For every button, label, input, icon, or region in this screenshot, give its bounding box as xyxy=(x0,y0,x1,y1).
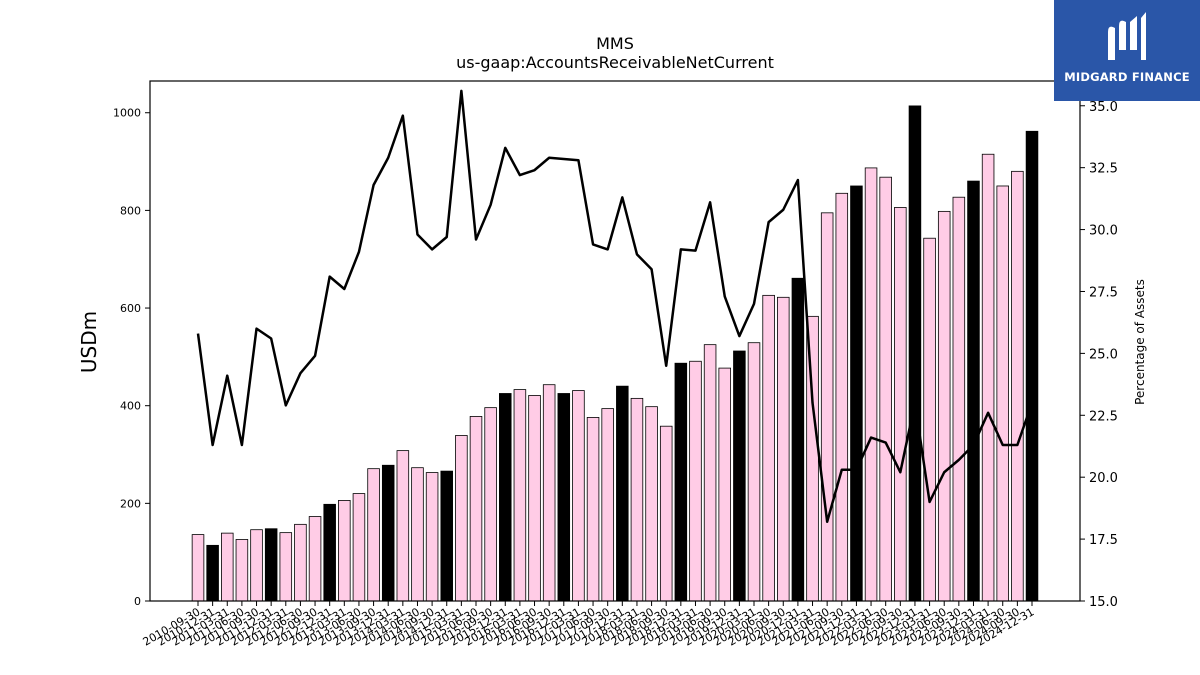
bar-2018-06-30 xyxy=(645,406,658,602)
bar-2015-06-30 xyxy=(469,416,483,602)
y2-tick-label: 20.0 xyxy=(1089,471,1118,486)
bar-2019-03-31 xyxy=(689,360,702,602)
bar-2012-09-30 xyxy=(308,516,322,602)
bar-2024-03-31 xyxy=(981,153,995,602)
y2-tick-label: 15.0 xyxy=(1089,595,1118,610)
bar-2018-09-30 xyxy=(659,425,673,602)
y2-tick-label: 22.5 xyxy=(1089,409,1118,424)
bar-2012-12-31 xyxy=(323,503,336,602)
y2-axis-label: Percentage of Assets xyxy=(1133,279,1147,405)
bar-series xyxy=(191,105,1039,602)
bar-2015-03-31 xyxy=(455,435,468,602)
bar-2017-09-30 xyxy=(601,408,614,602)
bar-2014-09-30 xyxy=(425,472,439,602)
bar-2017-03-31 xyxy=(572,390,585,602)
chart-subtitle: us-gaap:AccountsReceivableNetCurrent xyxy=(456,53,774,72)
bar-2018-03-31 xyxy=(630,397,644,602)
bar-2010-12-31 xyxy=(206,544,219,602)
bar-2022-03-31 xyxy=(864,167,878,602)
bar-2021-12-31 xyxy=(850,185,863,602)
bar-2023-06-30 xyxy=(937,210,951,602)
axes: 0 200 400 600 800 1000 15.0 17.5 20.0 22.5 25.0 27.… xyxy=(113,80,1118,649)
bar-2022-12-31 xyxy=(908,105,922,602)
y-tick-label: 800 xyxy=(120,204,141,217)
bar-2013-03-31 xyxy=(338,500,351,602)
bar-2016-09-30 xyxy=(542,384,556,602)
plot-frame xyxy=(149,80,1081,602)
y-tick-label: 600 xyxy=(120,302,141,315)
y-tick-label: 200 xyxy=(120,497,141,510)
y-axis-label: USDm xyxy=(77,311,101,373)
bar-2021-09-30 xyxy=(835,192,849,602)
y-tick-label: 400 xyxy=(120,400,141,413)
bar-2018-12-31 xyxy=(674,362,688,602)
y-tick-label: 0 xyxy=(134,595,141,608)
bar-2016-12-31 xyxy=(557,393,571,602)
bar-2014-12-31 xyxy=(440,470,453,602)
percentage-line xyxy=(196,89,1034,524)
bar-2014-03-31 xyxy=(396,450,410,602)
bar-2022-09-30 xyxy=(894,207,907,602)
bar-2020-09-30 xyxy=(777,296,790,602)
y-tick-label: 1000 xyxy=(113,107,141,120)
midgard-finance-logo: MIDGARD FINANCE xyxy=(1054,0,1200,101)
bar-2016-03-31 xyxy=(513,389,527,602)
y2-tick-label: 27.5 xyxy=(1089,285,1118,300)
bar-2020-03-31 xyxy=(747,342,761,602)
bar-2021-06-30 xyxy=(820,212,834,602)
bar-2023-09-30 xyxy=(952,196,966,602)
bar-2020-12-31 xyxy=(791,277,805,602)
bar-2022-06-30 xyxy=(879,176,892,602)
bar-2019-09-30 xyxy=(718,367,731,602)
y2-tick-label: 32.5 xyxy=(1089,162,1118,177)
logo-mark-icon xyxy=(1108,12,1146,61)
bar-2013-12-31 xyxy=(381,464,395,602)
bar-2020-06-30 xyxy=(762,294,775,602)
bar-2011-09-30 xyxy=(250,529,263,602)
line-series xyxy=(196,89,1034,524)
bar-2024-06-30 xyxy=(996,185,1009,602)
bar-2012-06-30 xyxy=(294,523,307,602)
bar-2017-12-31 xyxy=(616,385,629,602)
bar-2015-09-30 xyxy=(484,407,497,602)
bar-2011-12-31 xyxy=(264,528,278,602)
logo-text: MIDGARD FINANCE xyxy=(1064,70,1190,84)
y2-tick-label: 35.0 xyxy=(1089,100,1118,115)
bar-2011-03-31 xyxy=(221,532,234,602)
bar-2012-03-31 xyxy=(279,532,293,602)
y2-tick-label: 17.5 xyxy=(1089,533,1118,548)
bar-2024-12-31 xyxy=(1025,130,1039,602)
bar-2016-06-30 xyxy=(528,395,541,602)
y2-tick-label: 25.0 xyxy=(1089,347,1118,362)
bar-2023-03-31 xyxy=(923,237,936,602)
bar-2014-06-30 xyxy=(411,467,424,602)
bar-2019-12-31 xyxy=(733,350,746,602)
bar-2019-06-30 xyxy=(703,344,717,602)
bar-2011-06-30 xyxy=(235,539,249,602)
bar-2013-06-30 xyxy=(352,493,366,602)
bar-2013-09-30 xyxy=(367,468,380,602)
bar-2015-12-31 xyxy=(499,393,512,602)
chart-title: MMS xyxy=(596,34,634,53)
bar-2023-12-31 xyxy=(967,180,980,602)
y2-tick-label: 30.0 xyxy=(1089,224,1118,239)
bar-2010-09-30 xyxy=(191,534,205,602)
bar-2024-09-30 xyxy=(1011,170,1024,602)
bar-2017-06-30 xyxy=(586,417,600,602)
